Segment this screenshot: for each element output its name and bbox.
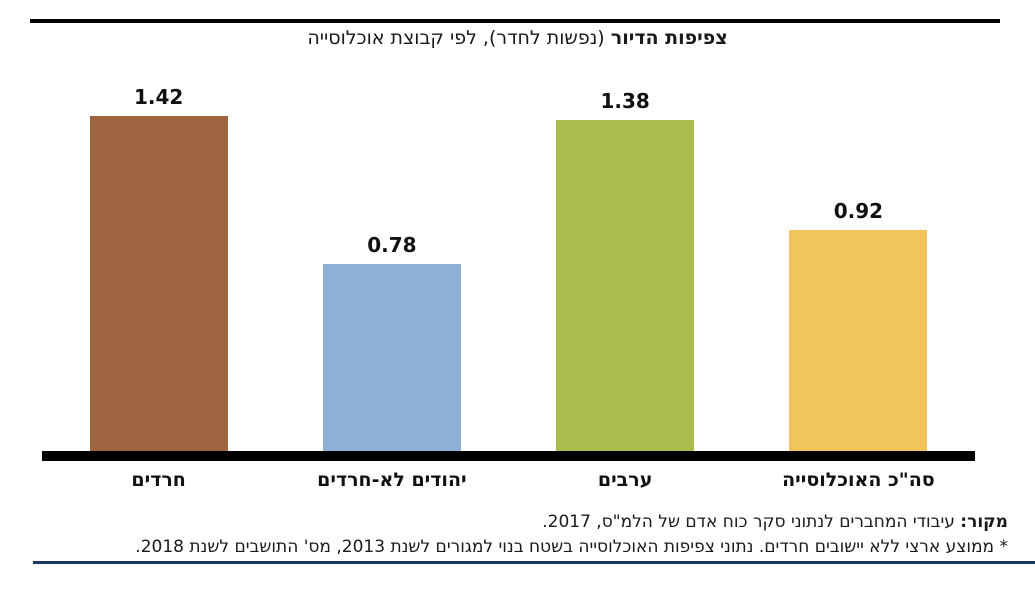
- bar-value-non-haredi-jews: 0.78: [367, 233, 417, 257]
- bar-value-haredim: 1.42: [133, 85, 184, 109]
- bar-slot-non-haredi-jews: 0.78: [275, 85, 508, 451]
- chart-title-rest: (נפשות לחדר), לפי קבוצת אוכלוסייה: [307, 27, 611, 49]
- bar-slot-haredim: 1.42: [42, 85, 275, 451]
- category-labels-row: חרדים יהודים לא-חרדים ערבים סה"כ האוכלוסייה: [42, 469, 975, 491]
- bar-haredim: [89, 116, 228, 451]
- x-axis-line: [42, 451, 975, 461]
- bar-slot-arabs: 1.38: [509, 85, 742, 451]
- bar-non-haredi-jews: [322, 264, 461, 451]
- source-note: מקור: עיבודי המחברים לנתוני סקר כוח אדם …: [18, 512, 1008, 532]
- source-note-rest: עיבודי המחברים לנתוני סקר כוח אדם של הלמ…: [542, 512, 961, 532]
- top-divider-rule: [30, 19, 1000, 23]
- bar-value-arabs: 1.38: [600, 89, 650, 113]
- bar-total-population: [789, 230, 928, 451]
- source-note-bold: מקור:: [960, 512, 1008, 532]
- bar-slot-total-population: 0.92: [742, 85, 975, 451]
- category-label-total-population: סה"כ האוכלוסייה: [782, 469, 935, 491]
- bars-row: 1.42 0.78 1.38 0.92: [42, 85, 975, 451]
- bar-value-total-population: 0.92: [833, 199, 884, 223]
- bottom-divider-rule: [33, 561, 1035, 564]
- category-label-haredim: חרדים: [131, 469, 186, 491]
- bar-arabs: [556, 120, 695, 451]
- footnote: * ממוצע ארצי ללא יישובים חרדים. נתוני צפ…: [135, 537, 1008, 557]
- category-label-arabs: ערבים: [597, 469, 653, 491]
- chart-title-bold: צפיפות הדיור: [610, 27, 728, 49]
- category-label-non-haredi-jews: יהודים לא-חרדים: [317, 469, 467, 491]
- chart-title: צפיפות הדיור (נפשות לחדר), לפי קבוצת אוכ…: [0, 27, 1035, 49]
